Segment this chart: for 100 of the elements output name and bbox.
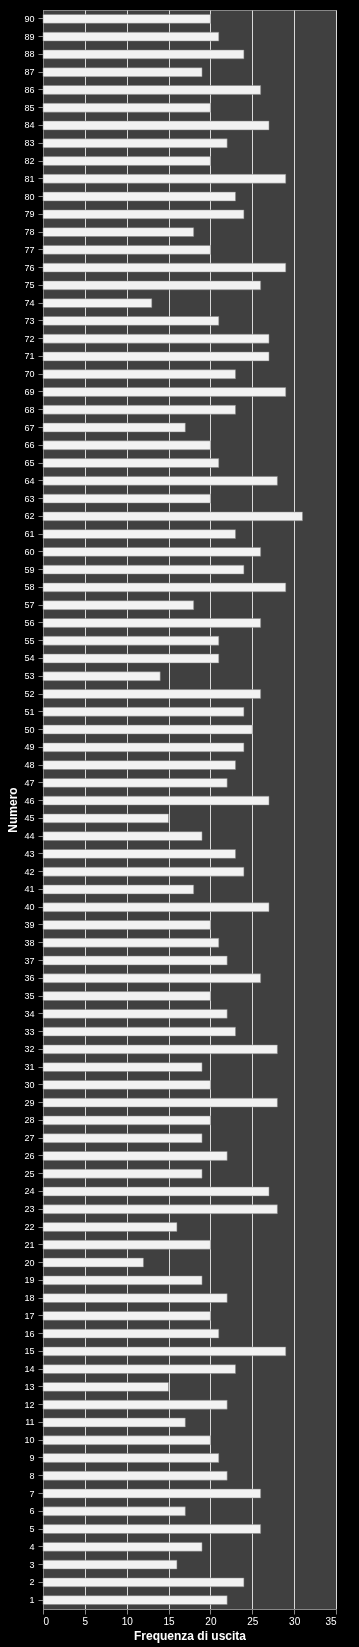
y-tick-label: 63 (24, 493, 35, 504)
y-tick-label: 28 (24, 1115, 35, 1126)
y-tick-label: 16 (24, 1328, 35, 1339)
y-tick-label: 52 (24, 689, 35, 700)
x-tick-label: 5 (82, 1615, 89, 1627)
y-tick-label: 80 (24, 191, 35, 202)
y-tick-label: 40 (24, 902, 35, 913)
y-tick-label: 56 (24, 617, 35, 628)
y-tick-label: 21 (24, 1239, 35, 1250)
y-tick-label: 39 (24, 919, 35, 930)
y-tick-label: 59 (24, 564, 35, 575)
y-tick-label: 48 (24, 760, 35, 771)
y-tick-label: 57 (24, 600, 35, 611)
y-tick-label: 55 (24, 635, 35, 646)
y-tick-label: 46 (24, 795, 35, 806)
y-tick-label: 83 (24, 138, 35, 149)
y-tick-label: 71 (24, 351, 35, 362)
y-tick-label: 41 (24, 884, 35, 895)
y-tick-label: 54 (24, 653, 35, 664)
y-tick-label: 76 (24, 262, 35, 273)
y-tick-label: 49 (24, 742, 35, 753)
y-tick-label: 29 (24, 1097, 35, 1108)
y-tick-label: 50 (24, 724, 35, 735)
y-tick-label: 17 (24, 1310, 35, 1321)
y-tick-label: 85 (24, 102, 35, 113)
y-tick-label: 26 (24, 1150, 35, 1161)
y-tick-label: 6 (29, 1506, 35, 1517)
y-tick-label: 4 (29, 1541, 35, 1552)
y-tick-label: 22 (24, 1222, 35, 1233)
y-tick-label: 37 (24, 955, 35, 966)
x-tick-label: 10 (121, 1615, 134, 1627)
y-tick-label: 25 (24, 1168, 35, 1179)
y-tick-label: 43 (24, 848, 35, 859)
y-tick-label: 11 (25, 1417, 35, 1428)
x-tick-label: 0 (43, 1615, 50, 1627)
y-tick-label: 34 (24, 1008, 35, 1019)
y-tick-label: 79 (24, 209, 35, 220)
y-tick-label: 12 (24, 1399, 35, 1410)
y-tick-label: 32 (24, 1044, 35, 1055)
y-tick-label: 20 (24, 1257, 35, 1268)
y-tick-label: 9 (29, 1452, 35, 1463)
x-tick-label: 35 (325, 1615, 337, 1627)
y-tick-label: 51 (24, 706, 35, 717)
y-tick-label: 38 (24, 937, 35, 948)
y-tick-label: 68 (24, 404, 35, 415)
y-tick-label: 2 (29, 1577, 35, 1588)
y-tick-label: 58 (24, 582, 35, 593)
y-tick-label: 66 (24, 440, 35, 451)
y-tick-label: 23 (24, 1204, 35, 1215)
y-tick-label: 36 (24, 973, 35, 984)
y-tick-label: 13 (24, 1381, 35, 1392)
y-tick-label: 75 (24, 280, 35, 291)
y-tick-label: 86 (24, 84, 35, 95)
y-tick-label: 42 (24, 866, 35, 877)
y-tick-label: 47 (24, 777, 35, 788)
y-tick-label: 19 (24, 1275, 35, 1286)
x-axis-title: Frequenza di uscita (133, 1628, 247, 1643)
y-tick-label: 64 (24, 475, 35, 486)
y-tick-label: 88 (24, 49, 35, 60)
y-tick-label: 82 (24, 156, 35, 167)
y-tick-label: 60 (24, 546, 35, 557)
y-tick-label: 84 (24, 120, 35, 131)
y-tick-label: 33 (24, 1026, 35, 1037)
y-axis-title: Numero (6, 787, 21, 833)
y-tick-label: 10 (24, 1435, 35, 1446)
y-tick-label: 70 (24, 369, 35, 380)
y-tick-label: 87 (24, 67, 35, 78)
y-tick-label: 18 (24, 1293, 35, 1304)
y-tick-label: 77 (24, 244, 35, 255)
y-tick-label: 90 (24, 13, 35, 24)
x-tick-label: 25 (247, 1615, 259, 1627)
y-tick-label: 72 (24, 333, 35, 344)
y-tick-label: 8 (29, 1470, 35, 1481)
y-tick-label: 35 (24, 991, 35, 1002)
y-tick-label: 5 (29, 1524, 35, 1535)
y-tick-label: 1 (29, 1595, 35, 1606)
y-tick-label: 27 (24, 1133, 35, 1144)
y-tick-label: 62 (24, 511, 35, 522)
y-tick-label: 44 (24, 831, 35, 842)
y-tick-label: 89 (24, 31, 35, 42)
x-tick-label: 20 (205, 1615, 217, 1627)
y-tick-label: 15 (24, 1346, 35, 1357)
x-tick-label: 30 (289, 1615, 301, 1627)
y-tick-label: 31 (24, 1062, 35, 1073)
y-tick-label: 53 (24, 671, 35, 682)
y-tick-label: 7 (29, 1488, 35, 1499)
y-tick-label: 74 (24, 298, 35, 309)
y-tick-label: 3 (29, 1559, 35, 1570)
y-tick-label: 81 (24, 173, 35, 184)
x-tick-label: 15 (163, 1615, 176, 1627)
y-tick-label: 24 (24, 1186, 35, 1197)
y-tick-label: 65 (24, 458, 35, 469)
y-tick-label: 14 (24, 1364, 35, 1375)
y-tick-label: 45 (24, 813, 35, 824)
y-tick-label: 78 (24, 227, 35, 238)
y-tick-label: 73 (24, 315, 35, 326)
y-tick-label: 69 (24, 386, 35, 397)
y-tick-label: 30 (24, 1079, 35, 1090)
y-tick-label: 61 (24, 529, 35, 540)
y-tick-label: 67 (24, 422, 35, 433)
